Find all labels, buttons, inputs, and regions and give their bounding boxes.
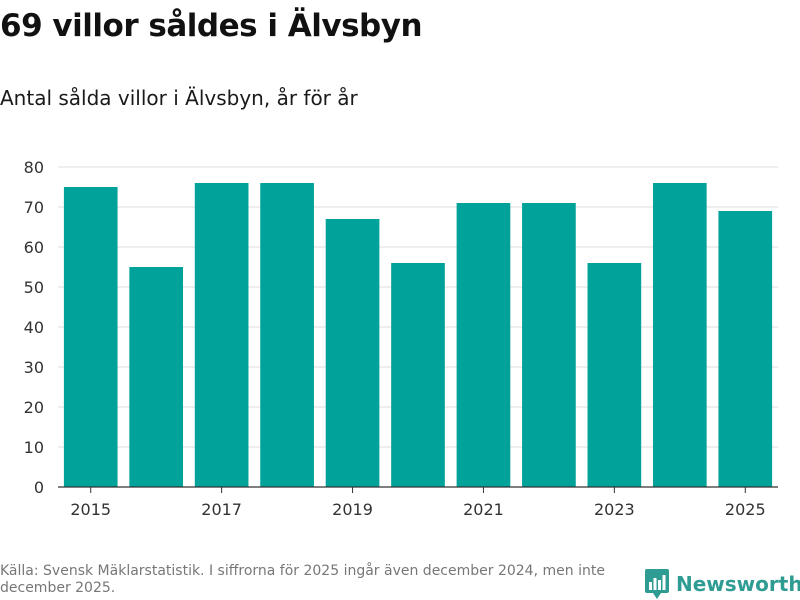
bar-2021 [456, 203, 511, 487]
x-tick-label: 2025 [725, 500, 766, 519]
axes: 0 10 20 30 40 50 60 70 80 2015 2017 2019 2021 2023 202… [24, 158, 778, 519]
x-tick-label: 2023 [594, 500, 635, 519]
bar-2024 [652, 183, 707, 487]
bar-2025 [718, 211, 773, 487]
page-title: 69 villor såldes i Älvsbyn [0, 8, 423, 44]
x-tick-label: 2015 [70, 500, 111, 519]
chart-subtitle: Antal sålda villor i Älvsbyn, år för år [0, 86, 358, 110]
y-tick-label: 60 [24, 238, 44, 257]
x-tick-label: 2019 [332, 500, 373, 519]
bar-2020 [391, 263, 445, 487]
brand-logo: Newsworthy [645, 569, 800, 599]
y-tick-label: 80 [24, 158, 44, 177]
bar-2017 [194, 183, 249, 487]
bar-2022 [522, 203, 576, 487]
bar-2018 [260, 183, 314, 487]
y-tick-label: 20 [24, 398, 44, 417]
bar-chart-logo-icon [645, 569, 669, 599]
y-tick-label: 30 [24, 358, 44, 377]
y-tick-label: 70 [24, 198, 44, 217]
bar-2015 [63, 187, 118, 487]
x-tick-label: 2021 [463, 500, 504, 519]
y-tick-label: 50 [24, 278, 44, 297]
brand-name: Newsworthy [676, 572, 800, 596]
x-tick-label: 2017 [201, 500, 242, 519]
bars [63, 183, 773, 487]
bar-2019 [325, 219, 380, 487]
y-tick-label: 40 [24, 318, 44, 337]
bar-2016 [129, 267, 184, 487]
source-note: Källa: Svensk Mäklarstatistik. I siffror… [0, 563, 605, 596]
y-tick-label: 10 [24, 438, 44, 457]
y-tick-label: 0 [34, 478, 44, 497]
bar-2023 [587, 263, 642, 487]
